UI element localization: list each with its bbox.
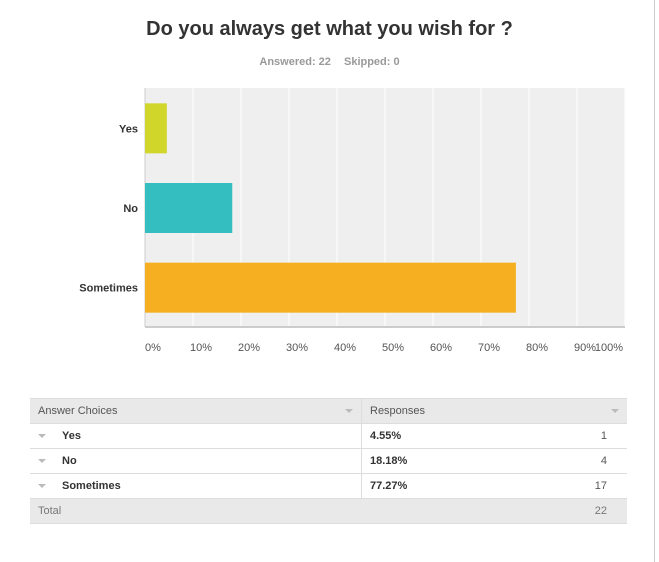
x-tick-label: 0% (145, 342, 161, 354)
sort-icon[interactable] (345, 409, 353, 413)
x-tick-label: 80% (526, 342, 548, 354)
table-row: Yes 4.55% 1 (30, 423, 627, 449)
x-tick-label: 40% (334, 342, 356, 354)
page-border (654, 0, 655, 562)
table-row: No 18.18% 4 (30, 448, 627, 474)
x-tick-label: 90% (574, 342, 596, 354)
y-category-label: Yes (119, 123, 138, 135)
bar-no (145, 183, 233, 233)
bar-chart: 0% 10% 20% 30% 40% 50% 60% 70% 80% 90%100% Yes No So… (79, 88, 626, 354)
responses-table: Answer Choices Responses Yes 4.55% 1 No … (30, 398, 627, 524)
header-answer-choices[interactable]: Answer Choices (30, 398, 362, 424)
x-tick-label: 10% (190, 342, 212, 354)
y-category-label: No (123, 203, 138, 215)
x-tick-label: 60% (430, 342, 452, 354)
expand-icon[interactable] (38, 434, 46, 438)
table-header: Answer Choices Responses (30, 398, 627, 424)
header-responses[interactable]: Responses (361, 398, 627, 424)
answered-count: Answered: 22 (259, 56, 331, 68)
total-row: Total 22 (30, 498, 627, 524)
chart-title: Do you always get what you wish for ? (146, 18, 513, 40)
table-row: Sometimes 77.27% 17 (30, 473, 627, 499)
x-tick-label: 100% (595, 342, 623, 354)
bar-yes (145, 103, 167, 154)
sort-icon[interactable] (611, 409, 619, 413)
expand-icon[interactable] (38, 459, 46, 463)
x-tick-label: 30% (286, 342, 308, 354)
expand-icon[interactable] (38, 484, 46, 488)
x-tick-label: 50% (382, 342, 404, 354)
x-tick-label: 70% (478, 342, 500, 354)
bar-sometimes (145, 262, 516, 313)
x-tick-label: 20% (238, 342, 260, 354)
y-category-label: Sometimes (79, 283, 138, 295)
response-summary: Answered: 22 Skipped: 0 (0, 56, 659, 68)
skipped-count: Skipped: 0 (343, 56, 400, 68)
